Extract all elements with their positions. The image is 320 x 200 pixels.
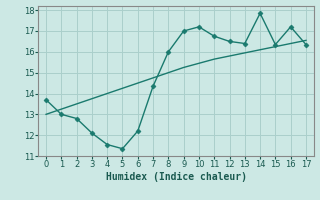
X-axis label: Humidex (Indice chaleur): Humidex (Indice chaleur) (106, 172, 246, 182)
